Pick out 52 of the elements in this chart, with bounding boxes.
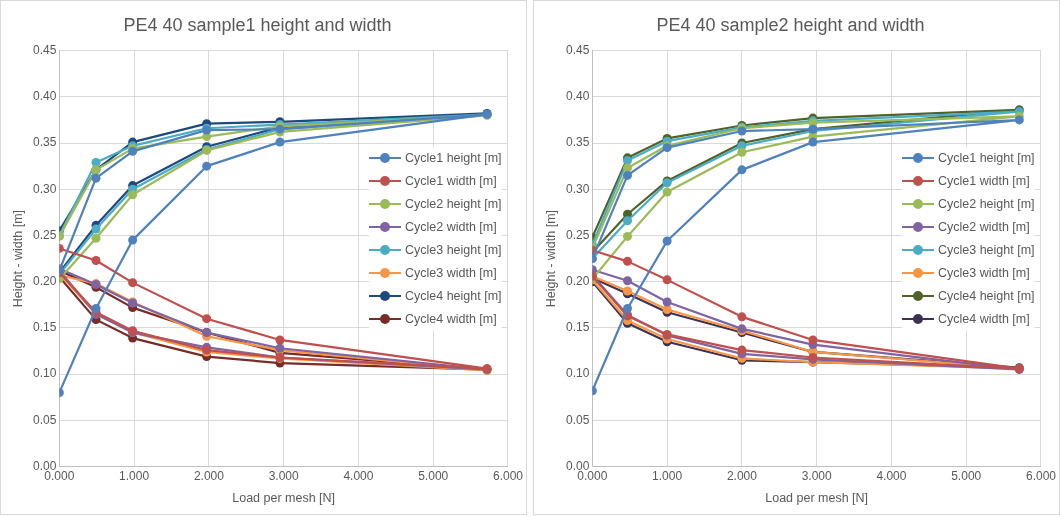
legend-label: Cycle4 width [m] [937,310,1030,328]
y-tick-label: 0.25 [566,227,590,242]
x-axis-title: Load per mesh [N] [765,490,869,505]
x-tick-label: 3.000 [268,469,300,484]
legend-label: Cycle1 width [m] [404,172,497,190]
x-tick-label: 5.000 [418,469,449,484]
y-tick-label: 0.10 [566,366,590,381]
x-axis-title: Load per mesh [N] [232,490,336,505]
y-tick-label: 0.05 [566,412,590,427]
y-tick-label: 0.20 [566,274,590,289]
x-tick-label: 3.000 [801,469,833,484]
y-tick-label: 0.25 [33,227,57,242]
legend-label: Cycle1 height [m] [937,149,1035,167]
legend-label: Cycle4 width [m] [404,310,497,328]
legend-label: Cycle2 height [m] [937,195,1035,213]
legend-label: Cycle4 height [m] [937,287,1035,305]
y-tick-label: 0.30 [33,181,57,196]
x-tick-label: 1.000 [652,469,683,484]
y-tick-label: 0.45 [566,42,590,57]
y-tick-label: 0.20 [33,274,57,289]
legend-label: Cycle4 height [m] [404,287,502,305]
legend-label: Cycle3 height [m] [404,241,502,259]
y-tick-label: 0.30 [566,181,590,196]
legend-label: Cycle2 width [m] [937,218,1030,236]
y-tick-label: 0.45 [33,42,57,57]
legend-label: Cycle3 width [m] [937,264,1030,282]
x-tick-label: 5.000 [951,469,982,484]
chart-title: PE4 40 sample2 height and width [656,14,925,35]
legend-label: Cycle3 height [m] [937,241,1035,259]
x-tick-label: 4.000 [343,469,374,484]
y-tick-label: 0.15 [566,320,590,335]
x-tick-label: 6.000 [492,469,524,484]
chart-title: PE4 40 sample1 height and width [123,14,392,35]
x-tick-label: 6.000 [1025,469,1057,484]
y-tick-label: 0.05 [33,412,57,427]
x-tick-label: 4.000 [876,469,907,484]
y-axis-title: Height - width [m] [10,209,25,308]
legend-label: Cycle3 width [m] [404,264,497,282]
y-tick-label: 0.35 [566,135,590,150]
x-tick-label: 2.000 [726,469,758,484]
x-tick-label: 1.000 [119,469,150,484]
x-tick-label: 2.000 [193,469,225,484]
legend-label: Cycle1 height [m] [404,149,502,167]
y-tick-label: 0.10 [33,366,57,381]
y-tick-label: 0.40 [33,89,57,104]
y-axis-title: Height - width [m] [543,209,558,308]
y-tick-label: 0.15 [33,320,57,335]
legend-label: Cycle2 width [m] [404,218,497,236]
legend-label: Cycle1 width [m] [937,172,1030,190]
y-tick-label: 0.40 [566,89,590,104]
legend-label: Cycle2 height [m] [404,195,502,213]
y-tick-label: 0.35 [33,135,57,150]
